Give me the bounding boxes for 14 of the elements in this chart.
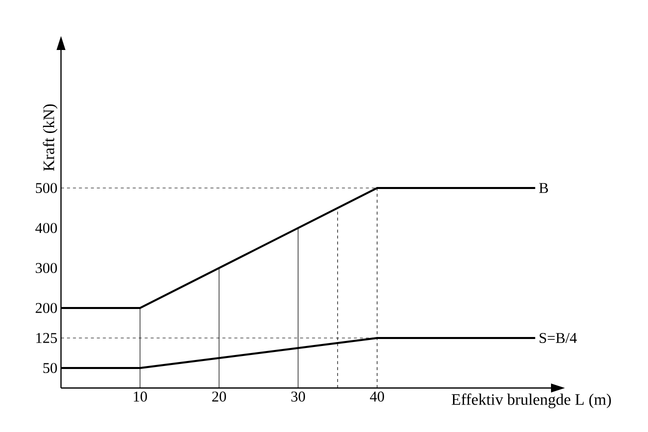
y-tick-label: 50: [43, 362, 57, 374]
x-tick-label: 10: [134, 392, 147, 402]
y-tick-label: 125: [36, 332, 57, 344]
y-axis-title: Kraft (kN): [42, 104, 58, 171]
series-label: B: [539, 183, 548, 193]
x-tick-label: 20: [212, 392, 226, 402]
x-axis-title: Effektiv brulengde L (m): [452, 394, 611, 408]
y-tick-label: 400: [35, 222, 57, 234]
y-tick-label: 200: [36, 302, 57, 314]
y-tick-label: 500: [36, 182, 57, 194]
y-tick-label: 300: [36, 262, 57, 274]
series-label: S=B/4: [540, 332, 577, 344]
x-tick-label: 40: [370, 392, 384, 402]
x-tick-label: 30: [291, 392, 305, 402]
